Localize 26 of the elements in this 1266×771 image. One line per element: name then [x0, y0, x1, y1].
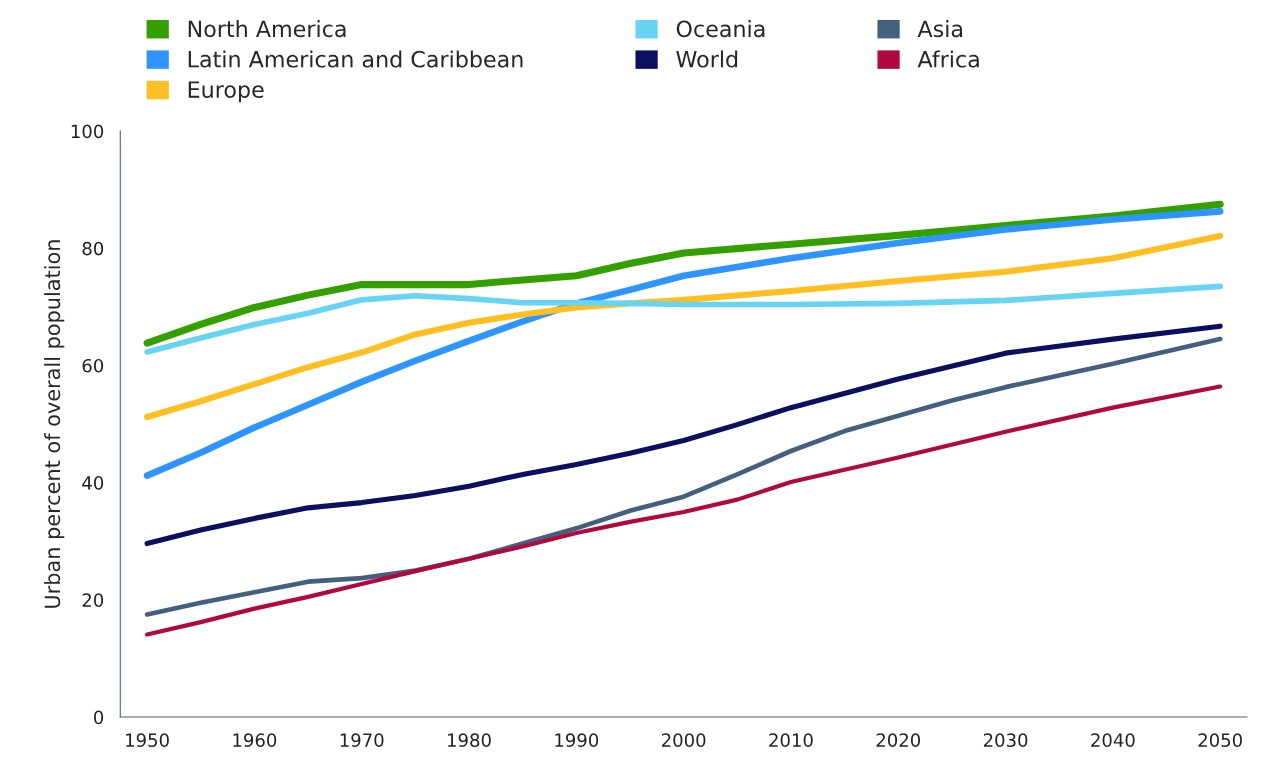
x-tick-label: 2010: [769, 733, 813, 747]
x-tick-label: 1950: [126, 733, 169, 747]
y-tick-label: 20: [82, 593, 104, 607]
y-tick-label: 100: [71, 124, 104, 139]
legend-label: World: [676, 50, 738, 68]
x-tick-label: 2050: [1198, 733, 1242, 747]
x-tick-label: 1960: [233, 733, 277, 747]
x-tick-label: 1970: [340, 733, 384, 747]
x-tick-label: 1980: [448, 733, 491, 747]
y-tick-label: 60: [82, 358, 104, 373]
line-series: [145, 384, 1223, 637]
y-tick-label: 40: [82, 476, 104, 490]
x-tick-label: 2020: [876, 733, 921, 747]
legend-label: Europe: [188, 81, 264, 103]
legend-label: Latin American and Caribbean: [188, 50, 523, 68]
x-tick-label: 2040: [1091, 733, 1135, 747]
y-tick-label: 0: [94, 710, 104, 725]
legend-label: Africa: [917, 50, 979, 68]
x-tick-label: 1990: [555, 733, 599, 747]
y-axis-title: Urban percent of overall population: [44, 240, 65, 608]
x-tick-label: 2000: [661, 733, 706, 747]
legend-label: Oceania: [676, 20, 765, 38]
legend-label: North America: [188, 20, 346, 38]
legend-label: Asia: [917, 20, 962, 38]
y-tick-label: 80: [82, 241, 104, 256]
x-tick-label: 2030: [983, 733, 1028, 747]
